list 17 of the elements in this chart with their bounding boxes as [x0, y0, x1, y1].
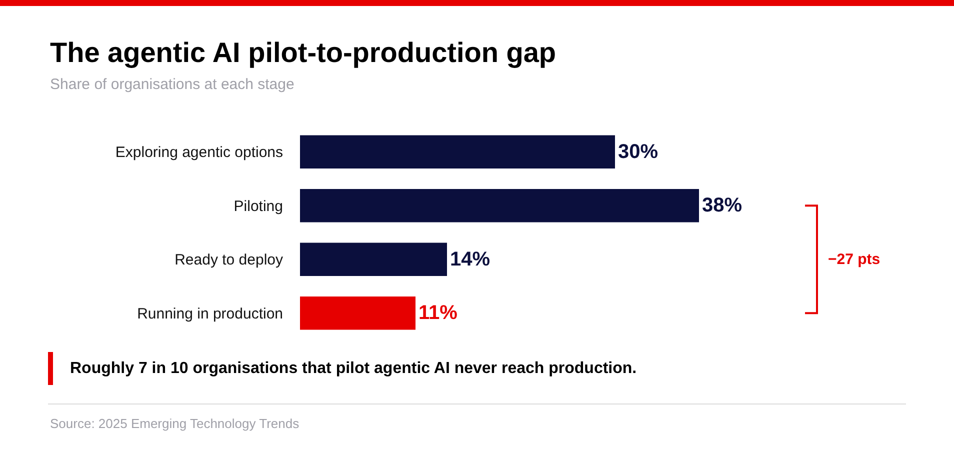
y-tick-label: Exploring agentic options: [115, 144, 283, 162]
bar: [300, 242, 447, 276]
text: −27 pts: [828, 251, 880, 268]
chart-title: The agentic AI pilot-to-production gap: [50, 37, 556, 68]
y-tick-label: Piloting: [234, 198, 283, 215]
data-label: 14%: [450, 248, 490, 270]
data-label: 38%: [702, 194, 742, 217]
y-tick-label: Ready to deploy: [174, 252, 284, 269]
y-tick-label: Running in production: [137, 305, 283, 322]
data-label: 30%: [618, 140, 658, 163]
source-note: Source: 2025 Emerging Technology Trends: [50, 416, 300, 431]
bar: [300, 135, 615, 169]
bar: [300, 296, 416, 330]
text: Share of organisations at each stage: [50, 76, 294, 93]
data-label: 11%: [418, 302, 458, 324]
text: Roughly 7 in 10 organisations that pilot agentic AI never reach production.: [70, 360, 637, 377]
bar: [300, 188, 699, 222]
